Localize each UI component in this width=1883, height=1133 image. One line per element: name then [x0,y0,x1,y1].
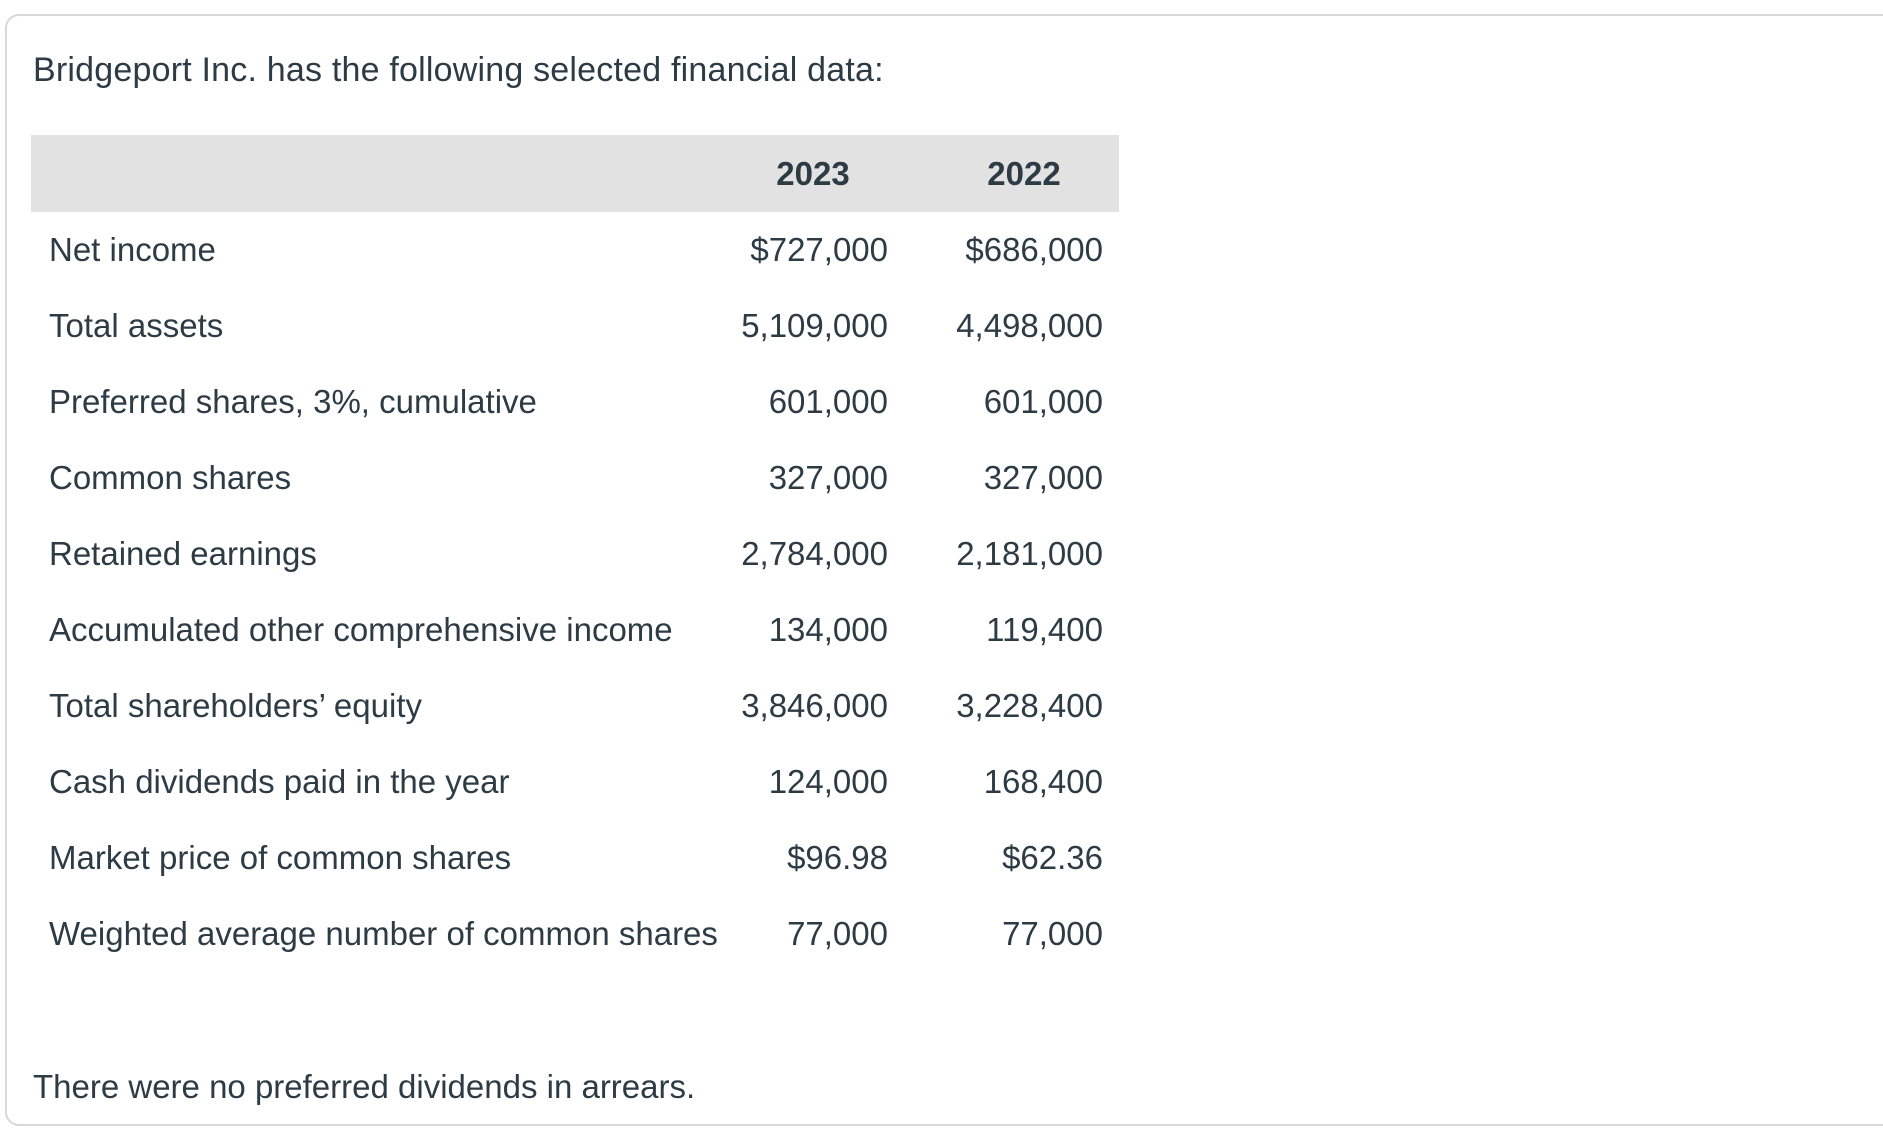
value-2023: 134,000 [768,611,888,648]
value-2023: 2,784,000 [741,535,888,572]
row-label: Accumulated other comprehensive income [49,611,673,648]
value-2023: 77,000 [787,915,888,952]
table-row: Weighted average number of common shares… [31,896,1119,972]
value-2022: 327,000 [983,459,1103,496]
value-2023: 3,846,000 [741,687,888,724]
table-row: Common shares 327,000 327,000 [31,440,1119,516]
header-empty-cell [31,135,738,212]
table-row: Cash dividends paid in the year 124,000 … [31,744,1119,820]
table-row: Market price of common shares $96.98 $62… [31,820,1119,896]
row-label: Retained earnings [49,535,317,572]
footnote-text: There were no preferred dividends in arr… [33,1068,696,1105]
row-label: Total assets [49,307,224,344]
header-year-2023: 2023 [738,135,945,212]
row-label: Weighted average number of common shares [49,915,718,952]
value-2022: 2,181,000 [956,535,1103,572]
value-2023: 601,000 [768,383,888,420]
header-year-2022: 2022 [945,135,1119,212]
question-intro-text: Bridgeport Inc. has the following select… [33,51,884,89]
value-2022: 119,400 [986,611,1103,648]
table-row: Net income $727,000 $686,000 [31,212,1119,288]
value-2023: 5,109,000 [741,307,888,344]
financial-data-table: 2023 2022 Net income $727,000 $686,000 T… [31,135,1119,972]
table-row: Total assets 5,109,000 4,498,000 [31,288,1119,364]
value-2023: $96.98 [787,839,888,876]
value-2022: $62.36 [1002,839,1103,876]
row-label: Preferred shares, 3%, cumulative [49,383,537,420]
value-2023: 124,000 [768,763,888,800]
table-header-row: 2023 2022 [31,135,1119,212]
row-label: Common shares [49,459,292,496]
value-2022: 168,400 [983,763,1103,800]
question-card: Bridgeport Inc. has the following select… [5,14,1883,1126]
value-2022: 4,498,000 [956,307,1103,344]
row-label: Total shareholders’ equity [49,687,422,724]
value-2022: 77,000 [1002,915,1103,952]
table-row: Retained earnings 2,784,000 2,181,000 [31,516,1119,592]
value-2022: $686,000 [965,231,1103,268]
value-2023: $727,000 [750,231,888,268]
value-2023: 327,000 [768,459,888,496]
row-label: Cash dividends paid in the year [49,763,510,800]
value-2022: 601,000 [983,383,1103,420]
table-row: Accumulated other comprehensive income 1… [31,592,1119,668]
row-label: Market price of common shares [49,839,512,876]
table-row: Preferred shares, 3%, cumulative 601,000… [31,364,1119,440]
table-row: Total shareholders’ equity 3,846,000 3,2… [31,668,1119,744]
value-2022: 3,228,400 [956,687,1103,724]
row-label: Net income [49,231,216,268]
